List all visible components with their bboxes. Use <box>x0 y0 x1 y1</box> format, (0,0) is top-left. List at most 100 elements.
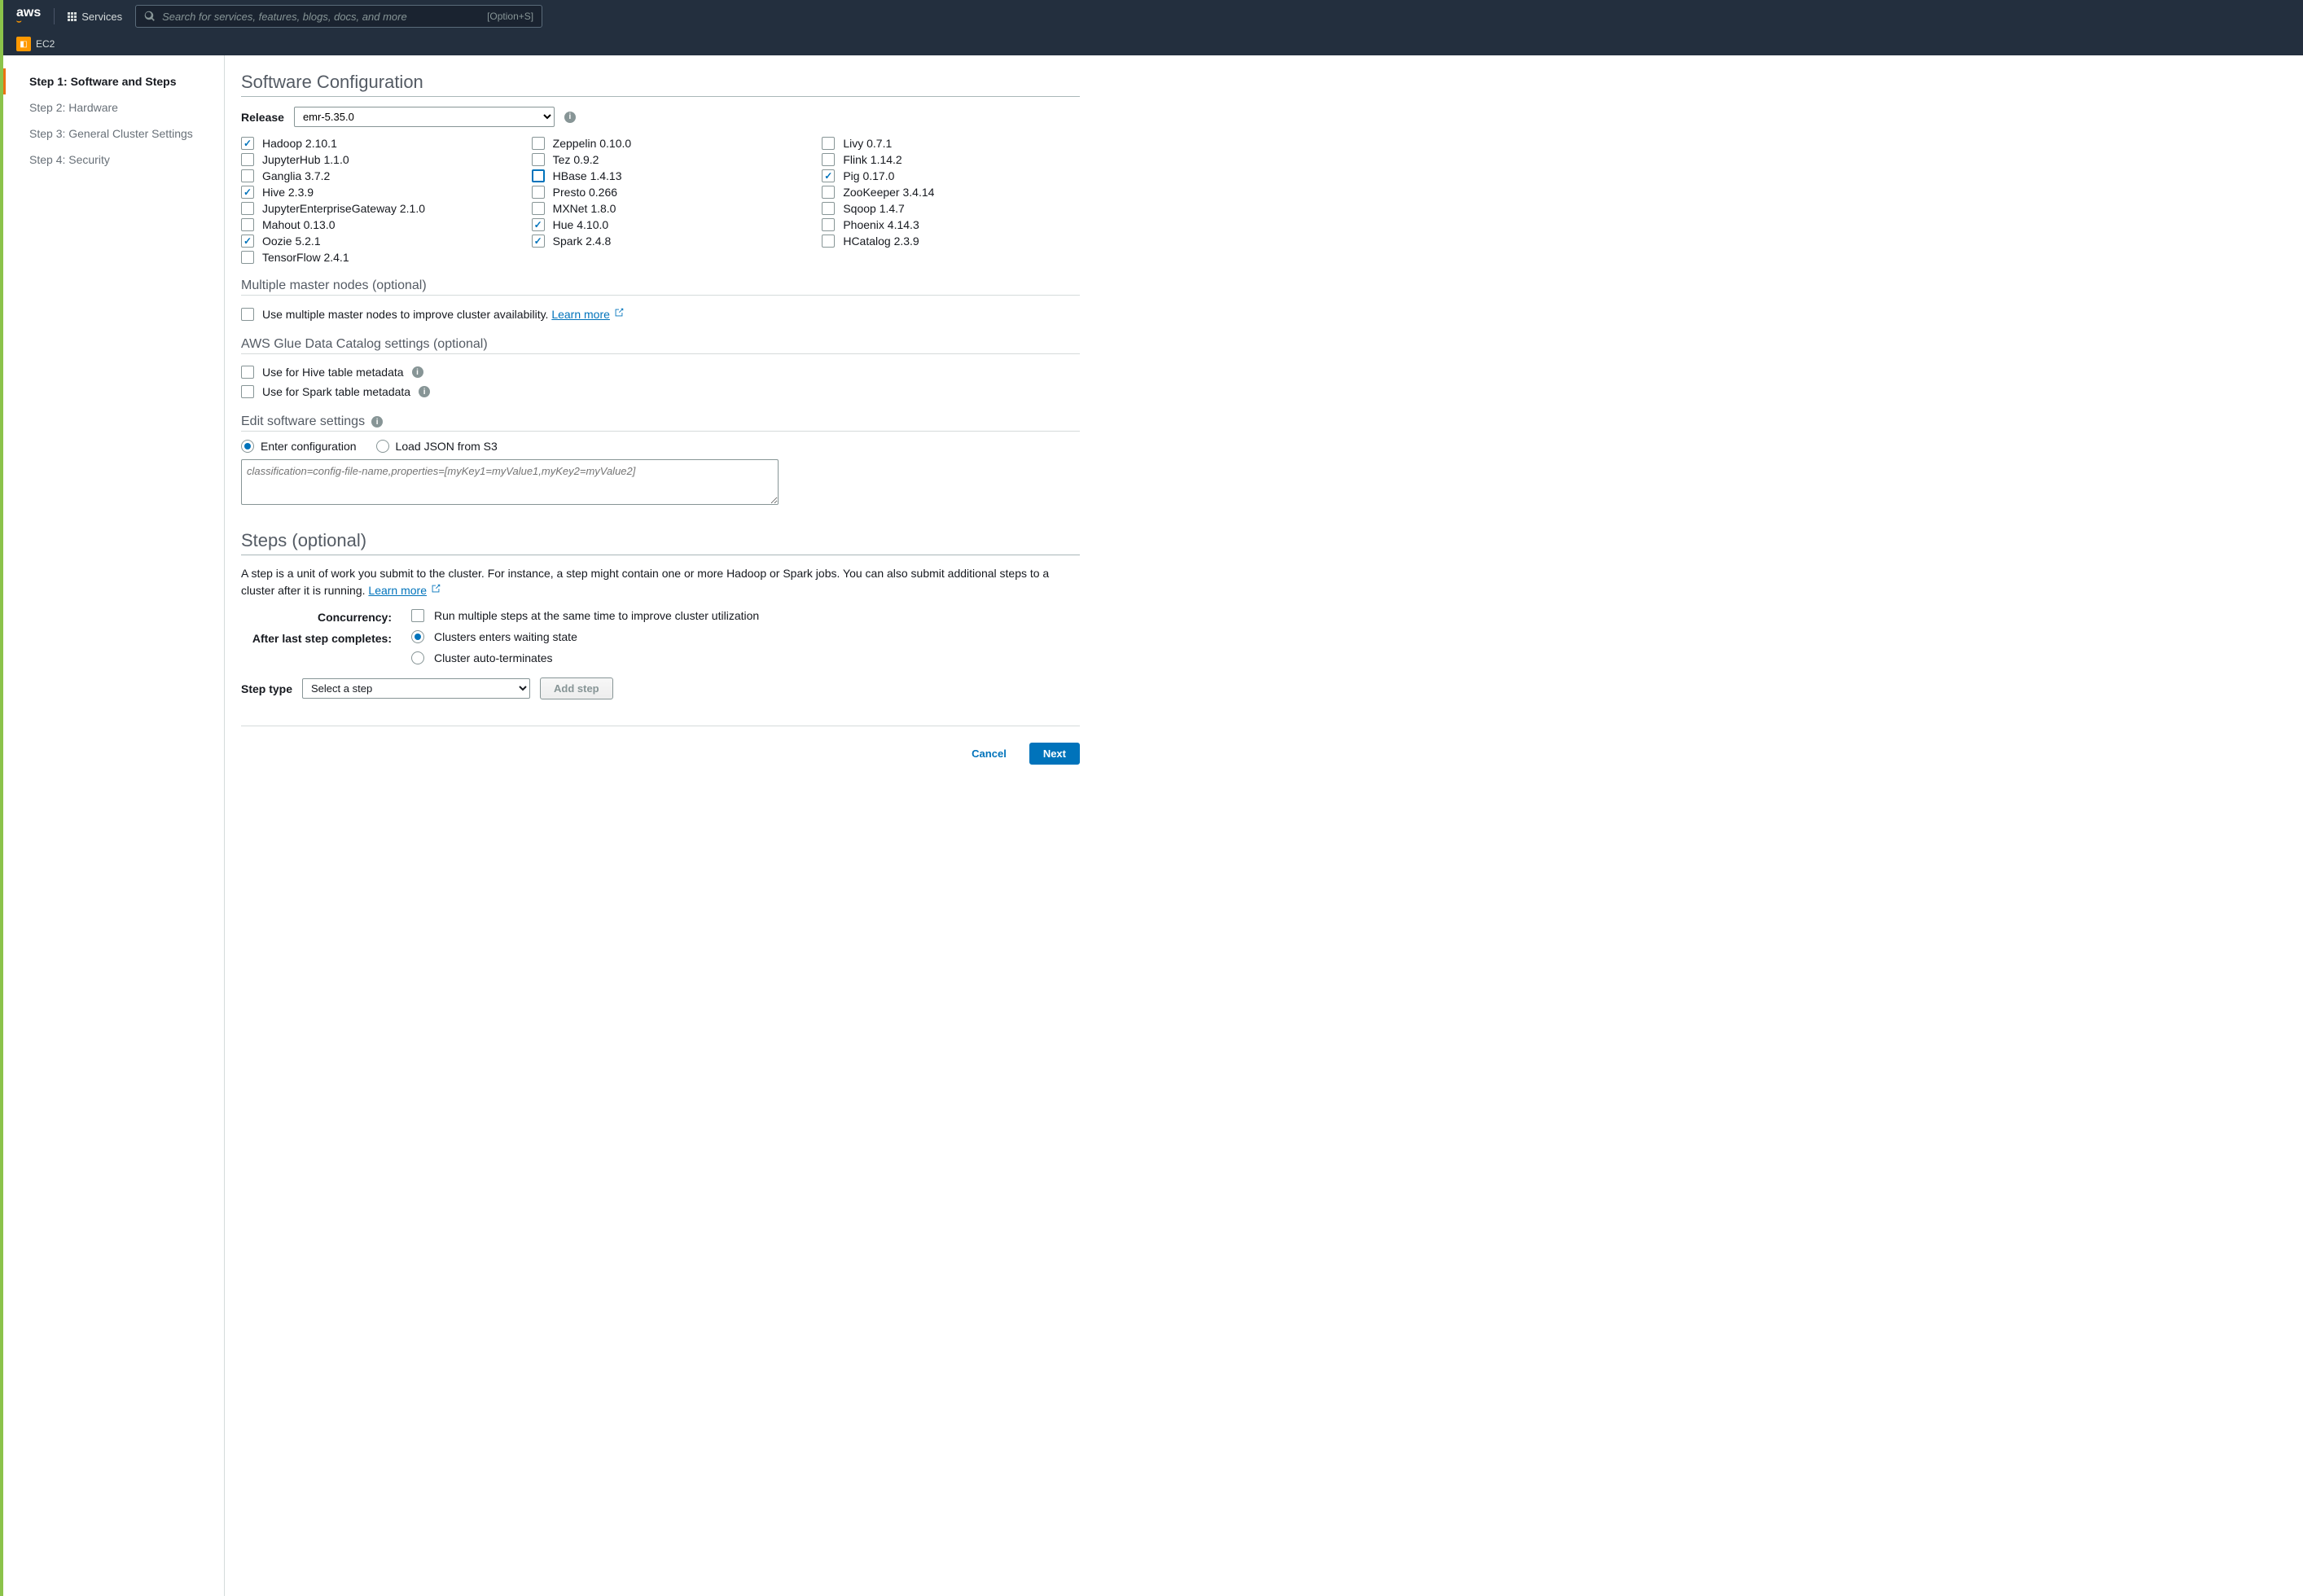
multi-master-title: Multiple master nodes (optional) <box>241 278 1080 296</box>
cancel-button[interactable]: Cancel <box>958 743 1020 765</box>
software-label[interactable]: Zeppelin 0.10.0 <box>553 137 632 150</box>
software-item: HCatalog 2.3.9 <box>822 233 1080 249</box>
auto-terminate-radio[interactable] <box>411 651 424 664</box>
software-item: Livy 0.7.1 <box>822 135 1080 151</box>
software-checkbox[interactable] <box>241 202 254 215</box>
services-menu[interactable]: Services <box>68 11 122 23</box>
search-input[interactable] <box>162 11 480 23</box>
software-label[interactable]: Oozie 5.2.1 <box>262 235 321 248</box>
glue-spark-info-icon[interactable]: i <box>419 386 430 397</box>
concurrency-checkbox[interactable] <box>411 609 424 622</box>
sidebar-step-3[interactable]: Step 3: General Cluster Settings <box>3 121 224 147</box>
software-checkbox[interactable] <box>822 137 835 150</box>
software-label[interactable]: HBase 1.4.13 <box>553 169 622 182</box>
software-label[interactable]: JupyterHub 1.1.0 <box>262 153 349 166</box>
next-button[interactable]: Next <box>1029 743 1080 765</box>
software-label[interactable]: Hadoop 2.10.1 <box>262 137 337 150</box>
ec2-link[interactable]: EC2 <box>36 38 55 50</box>
glue-spark-label: Use for Spark table metadata <box>262 385 410 398</box>
software-checkbox[interactable] <box>532 202 545 215</box>
software-label[interactable]: Hue 4.10.0 <box>553 218 609 231</box>
software-checkbox[interactable] <box>241 153 254 166</box>
auto-terminate-label: Cluster auto-terminates <box>434 651 553 664</box>
software-checkbox[interactable] <box>241 218 254 231</box>
release-info-icon[interactable]: i <box>564 112 576 123</box>
wait-state-label: Clusters enters waiting state <box>434 630 577 643</box>
software-checkbox[interactable] <box>241 137 254 150</box>
step-type-select[interactable]: Select a step <box>302 678 530 699</box>
software-label[interactable]: Spark 2.4.8 <box>553 235 612 248</box>
software-label[interactable]: MXNet 1.8.0 <box>553 202 616 215</box>
glue-hive-checkbox[interactable] <box>241 366 254 379</box>
software-checkbox[interactable] <box>241 169 254 182</box>
services-grid-icon <box>68 12 77 21</box>
software-item: Hadoop 2.10.1 <box>241 135 499 151</box>
software-checkbox[interactable] <box>822 153 835 166</box>
software-checkbox[interactable] <box>532 137 545 150</box>
steps-learn-more[interactable]: Learn more <box>368 584 427 597</box>
steps-desc-text: A step is a unit of work you submit to t… <box>241 567 1049 597</box>
software-label[interactable]: Phoenix 4.14.3 <box>843 218 919 231</box>
software-label[interactable]: Hive 2.3.9 <box>262 186 314 199</box>
software-checkbox[interactable] <box>532 186 545 199</box>
software-checkbox[interactable] <box>822 169 835 182</box>
edit-settings-text: Edit software settings <box>241 414 365 429</box>
load-s3-radio[interactable] <box>376 440 389 453</box>
glue-hive-info-icon[interactable]: i <box>412 366 423 378</box>
sidebar-step-2[interactable]: Step 2: Hardware <box>3 94 224 121</box>
add-step-button[interactable]: Add step <box>540 677 613 699</box>
sidebar-step-4[interactable]: Step 4: Security <box>3 147 224 173</box>
software-checkbox[interactable] <box>822 235 835 248</box>
main-content: Software Configuration Release emr-5.35.… <box>225 55 1186 1596</box>
concurrency-label: Concurrency: <box>241 609 392 624</box>
enter-config-radio[interactable] <box>241 440 254 453</box>
aws-smile-icon: ⌣ <box>16 18 41 26</box>
steps-title: Steps (optional) <box>241 530 1080 555</box>
edit-settings-title: Edit software settings i <box>241 414 1080 432</box>
software-label[interactable]: Livy 0.7.1 <box>843 137 892 150</box>
wizard-footer: Cancel Next <box>241 726 1080 765</box>
software-checkbox[interactable] <box>532 235 545 248</box>
aws-logo[interactable]: aws ⌣ <box>16 7 41 26</box>
software-checkbox[interactable] <box>822 186 835 199</box>
software-label[interactable]: Sqoop 1.4.7 <box>843 202 905 215</box>
external-link-icon <box>430 583 441 594</box>
software-checkbox[interactable] <box>241 186 254 199</box>
glue-spark-checkbox[interactable] <box>241 385 254 398</box>
software-label[interactable]: Flink 1.14.2 <box>843 153 901 166</box>
software-label[interactable]: Tez 0.9.2 <box>553 153 599 166</box>
multi-master-checkbox[interactable] <box>241 308 254 321</box>
software-checkbox[interactable] <box>532 218 545 231</box>
software-checkbox[interactable] <box>822 202 835 215</box>
software-label[interactable]: Pig 0.17.0 <box>843 169 894 182</box>
software-item: Hive 2.3.9 <box>241 184 499 200</box>
software-label[interactable]: Presto 0.266 <box>553 186 617 199</box>
global-search[interactable]: [Option+S] <box>135 5 542 28</box>
software-item: Ganglia 3.7.2 <box>241 168 499 184</box>
release-select[interactable]: emr-5.35.0 <box>294 107 555 127</box>
multi-master-learn-more[interactable]: Learn more <box>551 308 610 321</box>
software-label[interactable]: HCatalog 2.3.9 <box>843 235 919 248</box>
software-checkbox[interactable] <box>532 169 545 182</box>
software-label[interactable]: ZooKeeper 3.4.14 <box>843 186 934 199</box>
multi-master-label: Use multiple master nodes to improve clu… <box>262 307 625 321</box>
software-checkbox[interactable] <box>241 235 254 248</box>
software-item: HBase 1.4.13 <box>532 168 790 184</box>
software-item: JupyterHub 1.1.0 <box>241 151 499 168</box>
search-shortcut: [Option+S] <box>487 11 533 22</box>
glue-hive-label: Use for Hive table metadata <box>262 366 404 379</box>
sidebar-step-1[interactable]: Step 1: Software and Steps <box>3 68 224 94</box>
software-label[interactable]: TensorFlow 2.4.1 <box>262 251 349 264</box>
software-checkbox[interactable] <box>532 153 545 166</box>
after-last-label: After last step completes: <box>241 630 392 645</box>
edit-settings-info-icon[interactable]: i <box>371 416 383 428</box>
wait-state-radio[interactable] <box>411 630 424 643</box>
software-label[interactable]: JupyterEnterpriseGateway 2.1.0 <box>262 202 425 215</box>
config-textarea[interactable] <box>241 459 779 505</box>
software-label[interactable]: Ganglia 3.7.2 <box>262 169 330 182</box>
software-label[interactable]: Mahout 0.13.0 <box>262 218 336 231</box>
software-checkbox[interactable] <box>241 251 254 264</box>
glue-title: AWS Glue Data Catalog settings (optional… <box>241 337 1080 354</box>
software-checkbox[interactable] <box>822 218 835 231</box>
services-label: Services <box>81 11 122 23</box>
